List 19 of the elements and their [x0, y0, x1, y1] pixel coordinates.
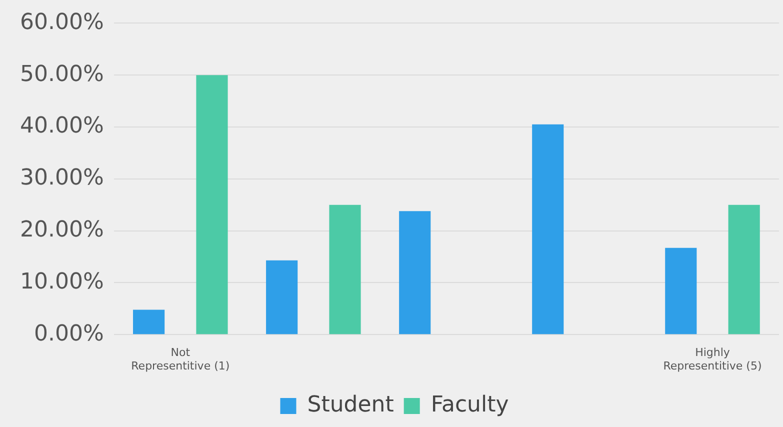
y-tick-label: 20.00% [20, 218, 104, 243]
legend-label: Faculty [430, 392, 509, 418]
bar [133, 310, 165, 334]
x-tick-label: Not Representitive (1) [131, 346, 230, 372]
y-tick-label: 60.00% [20, 10, 104, 35]
bar [266, 260, 298, 334]
bar [196, 75, 228, 334]
bar [728, 204, 760, 334]
bar [399, 211, 431, 334]
x-tick-label: Highly Representitive (5) [663, 346, 762, 372]
bar [329, 204, 361, 334]
y-tick-label: 0.00% [34, 321, 104, 346]
y-tick-label: 50.00% [20, 62, 104, 87]
y-tick-label: 10.00% [20, 269, 104, 294]
bar [665, 248, 697, 334]
bar [532, 124, 564, 334]
y-tick-label: 40.00% [20, 114, 104, 139]
legend-label: Student [307, 392, 394, 418]
y-tick-label: 30.00% [20, 166, 104, 191]
